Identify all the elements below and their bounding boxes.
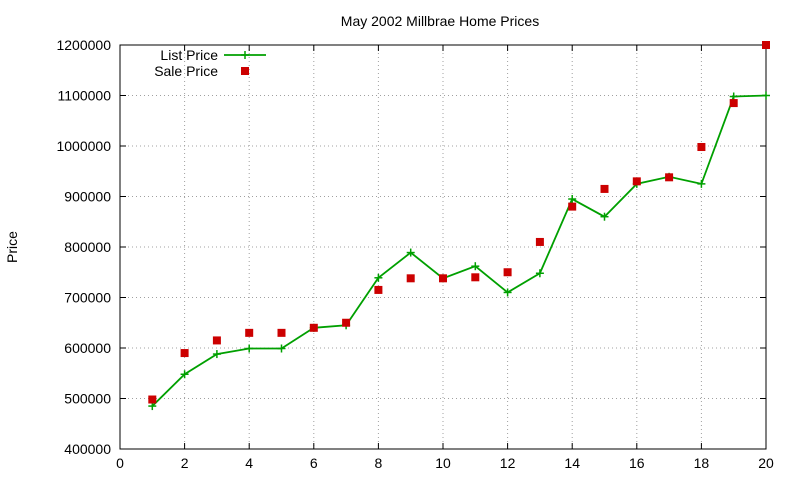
data-point: [439, 274, 447, 283]
legend-item: List Price: [160, 47, 266, 63]
data-point: [309, 323, 318, 332]
data-point: [535, 269, 544, 278]
axis-ticks: 0 2 4 6 8 10 12 14 16 18 20 400000 500000 600000 70000…: [56, 37, 774, 471]
data-point: [180, 349, 189, 358]
x-tick-label: 0: [116, 455, 124, 471]
y-tick-label: 1100000: [58, 88, 112, 104]
y-tick-label: 600000: [64, 340, 111, 356]
x-tick-label: 2: [181, 455, 189, 471]
data-point: [406, 274, 415, 283]
data-point: [729, 99, 738, 108]
legend-label: Sale Price: [154, 63, 218, 79]
x-tick-label: 4: [245, 455, 253, 471]
data-point: [245, 344, 254, 353]
data-point: [600, 184, 609, 193]
chart-title: May 2002 Millbrae Home Prices: [341, 13, 539, 29]
x-tick-label: 12: [500, 455, 516, 471]
data-point: [342, 318, 351, 327]
legend-swatch-marker: [241, 67, 249, 75]
data-point: [568, 202, 577, 211]
series-layer: [148, 41, 770, 411]
x-tick-label: 18: [694, 455, 710, 471]
data-point: [503, 268, 512, 277]
data-point: [277, 328, 286, 337]
data-point: [600, 212, 609, 221]
x-tick-label: 10: [435, 455, 451, 471]
y-axis-label: Price: [4, 231, 20, 263]
x-tick-label: 14: [564, 455, 580, 471]
data-point: [180, 370, 189, 379]
data-point: [406, 248, 415, 257]
x-tick-label: 6: [310, 455, 318, 471]
data-point: [277, 344, 286, 353]
y-tick-label: 700000: [64, 290, 111, 306]
data-point: [697, 143, 706, 152]
data-point: [632, 177, 641, 186]
data-point: [245, 328, 254, 337]
data-point: [503, 288, 512, 297]
x-tick-label: 8: [375, 455, 383, 471]
data-point: [762, 41, 770, 49]
x-tick-label: 16: [629, 455, 645, 471]
legend-item: Sale Price: [154, 63, 249, 79]
y-tick-label: 1200000: [56, 37, 111, 53]
y-tick-label: 500000: [64, 391, 111, 407]
data-point: [212, 350, 221, 359]
y-tick-label: 800000: [64, 239, 111, 255]
legend-swatch-marker: [241, 51, 249, 59]
data-point: [665, 173, 674, 182]
data-point: [212, 336, 221, 345]
y-tick-label: 900000: [64, 189, 111, 205]
data-point: [374, 285, 383, 294]
y-tick-label: 1000000: [56, 138, 111, 154]
plot-frame: [119, 44, 767, 450]
legend-label: List Price: [160, 47, 218, 63]
data-point: [697, 179, 706, 188]
data-point: [535, 237, 544, 246]
data-point: [762, 91, 770, 100]
data-point: [471, 273, 480, 282]
y-tick-label: 400000: [64, 441, 111, 457]
data-point: [148, 395, 157, 404]
grid-lines: [120, 45, 766, 449]
series-1: [148, 41, 770, 404]
data-point: [568, 195, 577, 204]
data-point: [374, 273, 383, 282]
data-point: [471, 262, 480, 271]
series-line: [151, 94, 767, 407]
x-tick-label: 20: [758, 455, 774, 471]
series-0: [148, 91, 770, 411]
